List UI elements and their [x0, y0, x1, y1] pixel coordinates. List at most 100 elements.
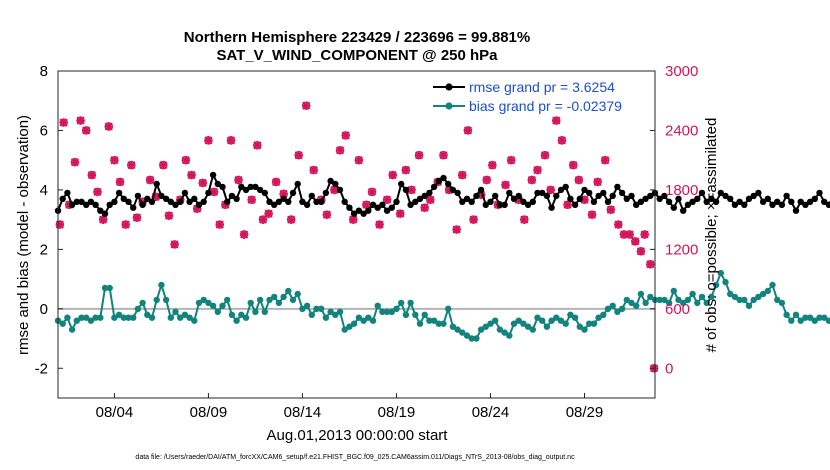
rmse-point — [515, 192, 522, 200]
bias-point — [440, 320, 447, 327]
bias-point — [430, 317, 438, 324]
rmse-point — [130, 204, 137, 211]
bias-point — [426, 317, 433, 324]
rmse-point — [247, 183, 254, 191]
obs-assimilated-marker — [552, 116, 561, 125]
rmse-point — [327, 177, 334, 185]
obs-count-point — [198, 178, 207, 188]
obs-count-point — [636, 247, 646, 256]
rmse-point — [195, 201, 203, 208]
bias-point — [162, 296, 170, 304]
rmse-point — [186, 198, 193, 205]
bias-point — [445, 305, 452, 312]
bias-point — [609, 302, 616, 309]
rmse-point — [242, 186, 250, 194]
rmse-point — [322, 189, 330, 197]
bias-point — [200, 296, 207, 304]
bias-point — [459, 329, 466, 336]
obs-count-layer — [55, 101, 659, 373]
x-tick-label: 08/04 — [96, 404, 134, 421]
rmse-point — [83, 201, 90, 208]
bias-point — [698, 293, 706, 301]
obs-assimilated-marker — [330, 185, 339, 195]
bias-point — [167, 314, 174, 321]
bias-point — [369, 317, 377, 324]
bias-point — [618, 305, 626, 312]
obs-assimilated-marker — [469, 215, 478, 224]
obs-assimilated-marker — [76, 116, 85, 125]
bias-point — [506, 332, 513, 339]
rmse-point — [783, 192, 790, 200]
bias-point — [106, 284, 113, 292]
rmse-point — [181, 189, 189, 197]
bias-point — [661, 296, 668, 304]
obs-count-point — [271, 177, 281, 187]
rmse-series — [54, 171, 830, 217]
rmse-point — [430, 183, 438, 191]
obs-count-point — [458, 170, 467, 180]
bias-point — [101, 284, 109, 292]
rmse-point — [228, 192, 236, 200]
rmse-point — [435, 177, 442, 185]
bias-point — [73, 317, 81, 324]
obs-count-point — [258, 215, 268, 224]
bias-point — [97, 314, 104, 321]
rmse-point — [557, 186, 565, 194]
bias-point — [120, 314, 128, 321]
bias-point — [670, 287, 677, 295]
rmse-point — [426, 189, 433, 197]
obs-assimilated-marker — [606, 205, 616, 214]
bias-point — [139, 299, 146, 307]
obs-assimilated-marker — [354, 155, 364, 165]
rmse-point — [365, 207, 372, 214]
obs-count-point — [93, 187, 102, 197]
obs-assimilated-marker — [82, 126, 91, 135]
bias-point — [332, 311, 339, 318]
right-axis-ticks: 0 600 1200 1800 2400 3000 — [650, 63, 698, 377]
bias-point — [821, 314, 828, 321]
x-tick-label: 08/09 — [190, 404, 228, 421]
rmse-point — [59, 195, 66, 202]
bias-point — [759, 290, 767, 298]
rmse-point — [139, 201, 146, 208]
bias-point — [825, 317, 830, 324]
bias-point — [680, 299, 687, 307]
obs-assimilated-marker — [127, 160, 136, 170]
bias-point — [275, 299, 283, 307]
bias-point — [764, 287, 771, 295]
rmse-point — [252, 183, 259, 191]
rmse-point — [821, 198, 828, 205]
obs-count-point — [239, 230, 249, 239]
obs-assimilated-marker — [187, 170, 196, 180]
rmse-point — [101, 210, 109, 217]
bias-point — [87, 317, 95, 324]
rmse-point — [87, 198, 95, 205]
obs-count-point — [264, 209, 273, 218]
rmse-point — [708, 195, 715, 202]
rmse-point — [346, 204, 353, 211]
legend-bias-marker — [445, 102, 453, 110]
rmse-point — [144, 195, 151, 202]
rmse-point — [510, 195, 518, 202]
bias-point — [191, 317, 198, 324]
obs-assimilated-marker — [520, 215, 529, 224]
bias-point — [125, 314, 132, 321]
rmse-point — [642, 195, 649, 202]
bias-point — [524, 323, 532, 330]
obs-assimilated-marker — [335, 146, 345, 155]
obs-count-point — [625, 230, 634, 239]
obs-assimilated-marker — [198, 178, 207, 188]
obs-count-point — [540, 151, 550, 160]
rmse-point — [520, 198, 527, 205]
obs-count-point — [55, 220, 65, 229]
bias-point — [294, 290, 301, 298]
rmse-point — [684, 201, 692, 208]
rmse-point — [703, 198, 710, 205]
bias-point — [233, 317, 240, 324]
rmse-point — [755, 189, 762, 197]
bias-point — [64, 314, 71, 321]
obs-assimilated-marker — [614, 220, 623, 229]
obs-assimilated-marker — [349, 215, 358, 224]
obs-assimilated-marker — [59, 118, 68, 127]
